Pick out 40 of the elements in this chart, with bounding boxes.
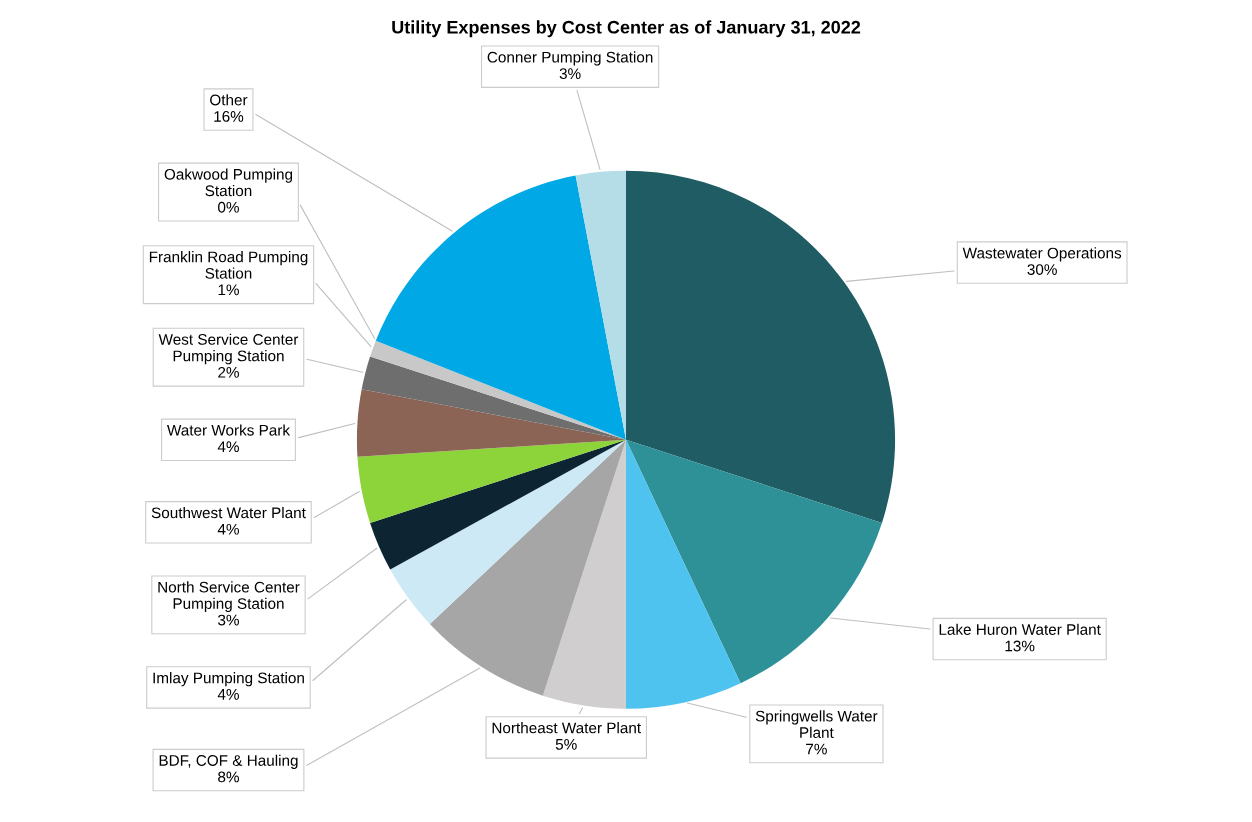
pie-slice — [626, 170, 896, 523]
pie-slice — [390, 439, 626, 624]
pie-slice — [575, 170, 626, 440]
pie-slice — [357, 439, 626, 523]
data-label: 30% — [1027, 264, 1057, 275]
chart-title: Utility Expenses by Cost Center as of January 31, 2022 — [392, 20, 861, 38]
category-label: Oakwood Pumping Station — [164, 168, 293, 197]
slice-label: West Service Center Pumping Station — [158, 333, 299, 365]
slice-label: North Service Center Pumping Station — [158, 581, 300, 613]
slice-label: Lake Huron Water Plant — [939, 623, 1101, 635]
slice-label: Wastewater Operations — [962, 247, 1122, 262]
pie-slice — [626, 439, 882, 684]
pie-slice — [542, 439, 626, 709]
data-label: 2% — [218, 366, 239, 378]
slice-label: Springwells Water Plant — [755, 710, 878, 738]
slice-label: Other — [210, 94, 248, 106]
slice-label: Conner Pumping Station — [487, 51, 653, 66]
data-label: 4% — [217, 689, 239, 700]
data-label: 1% — [218, 284, 239, 296]
data-label: 13% — [1005, 640, 1035, 652]
pie-slice — [370, 439, 626, 570]
slice-label: Franklin Road Pumping Station — [149, 251, 308, 279]
pie-slice — [375, 175, 626, 440]
data-label: 5% — [555, 739, 577, 750]
data-label: 3% — [218, 614, 239, 626]
pie-slice — [356, 389, 626, 457]
slice-label: Water Works Park — [167, 424, 291, 436]
data-label: 16% — [214, 111, 244, 122]
slice-label: Imlay Pumping Station — [153, 672, 304, 687]
pie-slice — [626, 439, 741, 709]
data-label: 8% — [218, 771, 239, 783]
text: 0% — [218, 201, 239, 213]
data-label: 3% — [559, 68, 581, 80]
pie-slice — [429, 439, 626, 696]
data-label: 4% — [217, 523, 239, 535]
data-label: 4% — [217, 441, 239, 453]
slice-label: Northeast Water Plant — [492, 722, 641, 734]
slice-label: BDF, COF & Hauling — [159, 754, 298, 769]
slice-label: Southwest Water Plant — [151, 506, 306, 519]
data-label: 7% — [806, 743, 827, 755]
